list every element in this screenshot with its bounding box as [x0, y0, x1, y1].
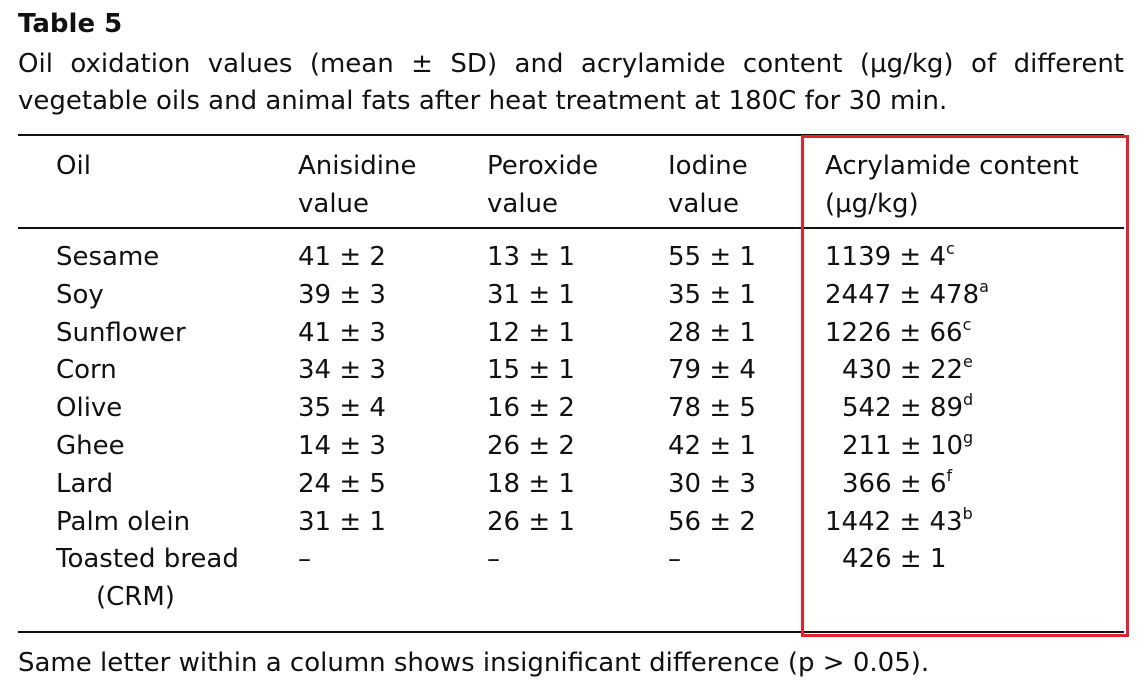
- header-acrylamide-line2: (µg/kg): [825, 189, 919, 219]
- peroxide-cell: 26 ± 2: [487, 430, 575, 461]
- oil-name-cell: Lard: [56, 468, 114, 499]
- header-acrylamide: Acrylamide content (µg/kg): [825, 147, 1079, 223]
- oil-name-subline: (CRM): [96, 582, 175, 613]
- significance-letter: d: [963, 390, 974, 410]
- iodine-cell: 78 ± 5: [668, 393, 756, 424]
- acrylamide-highlight-box: [801, 135, 1129, 637]
- table-row: Sunflower 41 ± 3 12 ± 1 28 ± 1 1226 ± 66c: [0, 315, 1145, 353]
- peroxide-cell: 12 ± 1: [487, 317, 575, 348]
- iodine-cell: 55 ± 1: [668, 242, 756, 272]
- iodine-cell: 79 ± 4: [668, 355, 756, 386]
- peroxide-cell: 31 ± 1: [487, 279, 575, 310]
- anisidine-cell: 34 ± 3: [298, 355, 386, 386]
- acrylamide-cell: 366 ± 6f: [825, 466, 952, 504]
- acrylamide-value: 1139 ± 4: [825, 242, 947, 272]
- oil-name-cell: Ghee: [56, 430, 125, 461]
- acrylamide-cell: 1226 ± 66c: [825, 315, 971, 353]
- table-caption: Oil oxidation values (mean ± SD) and acr…: [18, 49, 1124, 116]
- significance-letter: c: [962, 314, 972, 334]
- acrylamide-value: 430 ± 22: [842, 355, 964, 386]
- anisidine-cell: 41 ± 3: [298, 317, 386, 348]
- significance-letter: c: [946, 239, 955, 258]
- anisidine-cell: 31 ± 1: [298, 506, 386, 537]
- table-row: Palm olein 31 ± 1 26 ± 1 56 ± 2 1442 ± 43b: [0, 504, 1145, 542]
- bottom-rule: [18, 631, 1124, 633]
- peroxide-cell: 15 ± 1: [487, 355, 575, 386]
- header-iodine-line1: Iodine: [668, 151, 748, 181]
- oil-name-cell: Corn: [56, 355, 117, 386]
- acrylamide-cell: 542 ± 89d: [825, 390, 973, 428]
- table-footnote: Same letter within a column shows insign…: [18, 648, 930, 678]
- table-row: Olive 35 ± 4 16 ± 2 78 ± 5 542 ± 89d: [0, 390, 1145, 428]
- oil-name-cell: Olive: [56, 393, 123, 424]
- acrylamide-value: 1226 ± 66: [825, 317, 963, 348]
- acrylamide-cell: 430 ± 22e: [825, 352, 973, 390]
- top-rule: [18, 134, 1124, 136]
- significance-letter: b: [962, 503, 973, 523]
- header-peroxide-line1: Peroxide: [487, 151, 599, 181]
- oil-name-cell: Sunflower: [56, 317, 186, 348]
- header-anisidine-line2: value: [298, 189, 370, 219]
- anisidine-cell: 35 ± 4: [298, 393, 386, 424]
- table-row: Ghee 14 ± 3 26 ± 2 42 ± 1 211 ± 10g: [0, 428, 1145, 466]
- header-anisidine: Anisidine value: [298, 147, 416, 223]
- acrylamide-cell: 1139 ± 4c: [825, 239, 955, 277]
- significance-letter: a: [979, 276, 989, 296]
- peroxide-cell: –: [487, 544, 500, 575]
- table-row: Corn 34 ± 3 15 ± 1 79 ± 4 430 ± 22e: [0, 352, 1145, 390]
- acrylamide-value: 426 ± 1: [842, 544, 947, 575]
- anisidine-cell: 24 ± 5: [298, 468, 386, 499]
- anisidine-cell: 41 ± 2: [298, 242, 386, 272]
- acrylamide-cell: 211 ± 10g: [825, 428, 973, 466]
- oil-name-cell: Toasted bread: [56, 544, 239, 575]
- table-body: Sesame 41 ± 2 13 ± 1 55 ± 1 1139 ± 4c Soy 39 ±…: [0, 239, 1145, 617]
- table-row-crm: Toasted bread (CRM) – – – 426 ± 1: [0, 541, 1145, 617]
- oil-name-cell: Palm olein: [56, 506, 191, 537]
- iodine-cell: 35 ± 1: [668, 279, 756, 310]
- header-peroxide-line2: value: [487, 189, 559, 219]
- acrylamide-cell: 2447 ± 478a: [825, 277, 989, 315]
- table-title: Table 5: [18, 9, 123, 39]
- acrylamide-value: 2447 ± 478: [825, 279, 980, 310]
- iodine-cell: –: [668, 544, 681, 575]
- acrylamide-cell: 1442 ± 43b: [825, 504, 973, 542]
- header-peroxide: Peroxide value: [487, 147, 598, 223]
- significance-letter: g: [963, 427, 974, 447]
- anisidine-cell: 14 ± 3: [298, 430, 386, 461]
- oil-name-cell: Sesame: [56, 242, 160, 272]
- significance-letter: f: [946, 465, 953, 485]
- peroxide-cell: 16 ± 2: [487, 393, 575, 424]
- header-oil: Oil: [56, 147, 91, 185]
- iodine-cell: 30 ± 3: [668, 468, 756, 499]
- header-acrylamide-line1: Acrylamide content: [825, 151, 1079, 181]
- header-rule: [18, 227, 1124, 229]
- iodine-cell: 56 ± 2: [668, 506, 756, 537]
- anisidine-cell: –: [298, 544, 311, 575]
- table-row: Sesame 41 ± 2 13 ± 1 55 ± 1 1139 ± 4c: [0, 239, 1145, 277]
- significance-letter: e: [963, 352, 973, 372]
- peroxide-cell: 18 ± 1: [487, 468, 575, 499]
- peroxide-cell: 26 ± 1: [487, 506, 575, 537]
- anisidine-cell: 39 ± 3: [298, 279, 386, 310]
- header-oil-label: Oil: [56, 151, 91, 181]
- iodine-cell: 28 ± 1: [668, 317, 756, 348]
- iodine-cell: 42 ± 1: [668, 430, 756, 461]
- acrylamide-value: 1442 ± 43: [825, 506, 963, 537]
- acrylamide-value: 366 ± 6: [842, 468, 947, 499]
- header-anisidine-line1: Anisidine: [298, 151, 417, 181]
- acrylamide-cell: 426 ± 1: [825, 541, 946, 579]
- oil-name-cell: Soy: [56, 279, 104, 310]
- acrylamide-value: 542 ± 89: [842, 393, 964, 424]
- acrylamide-value: 211 ± 10: [842, 430, 964, 461]
- table-row: Lard 24 ± 5 18 ± 1 30 ± 3 366 ± 6f: [0, 466, 1145, 504]
- header-iodine: Iodine value: [668, 147, 748, 223]
- header-iodine-line2: value: [668, 189, 740, 219]
- table-row: Soy 39 ± 3 31 ± 1 35 ± 1 2447 ± 478a: [0, 277, 1145, 315]
- peroxide-cell: 13 ± 1: [487, 242, 575, 272]
